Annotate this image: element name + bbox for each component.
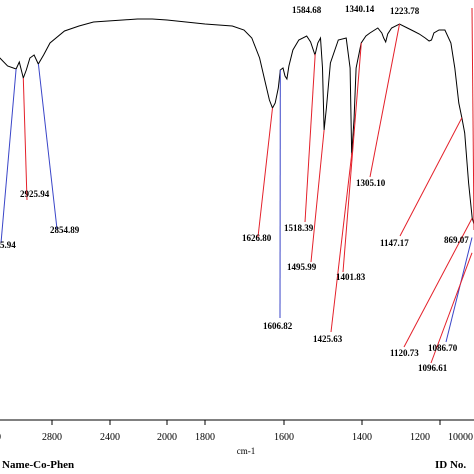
peak-marker-line <box>310 129 325 263</box>
peak-label: 869.07 <box>444 235 469 245</box>
x-tick-label: 1000 <box>448 432 468 443</box>
x-tick-label-edge-left: 0 <box>0 432 1 443</box>
x-tick-label: 1600 <box>274 432 294 443</box>
peak-label: 1495.99 <box>287 262 317 272</box>
peak-marker-line <box>304 53 316 223</box>
peak-marker-line <box>0 68 17 244</box>
peak-label: 1518.39 <box>284 223 314 233</box>
x-axis-unit-label: cm-1 <box>237 446 256 456</box>
peak-marker-line <box>257 107 273 238</box>
x-tick-label: 1400 <box>352 432 372 443</box>
peak-labels: 1584.68 1340.14 1223.78 2925.94 2854.89 5.94 1… <box>0 4 469 373</box>
x-tick-label: 1200 <box>410 432 430 443</box>
peak-marker-line <box>37 63 58 230</box>
x-tick-label: 2800 <box>42 432 62 443</box>
sample-id: ID No. <box>435 459 466 471</box>
peak-label: 1626.80 <box>242 233 272 243</box>
peak-lines <box>0 7 474 364</box>
x-tick-label: 1800 <box>195 432 215 443</box>
peak-label: 5.94 <box>0 240 16 250</box>
peak-label: 1584.68 <box>292 5 322 15</box>
axis-ticks <box>51 420 441 425</box>
peak-marker-line <box>403 218 473 348</box>
peak-label: 1305.10 <box>356 178 386 188</box>
x-tick-label-edge-right: 0 <box>468 432 473 443</box>
axis-tick-labels: 2800240020001800160014001200100000 <box>0 432 473 443</box>
spectrum-line <box>0 18 474 226</box>
peak-label: 1401.83 <box>336 272 366 282</box>
sample-name: Name-Co-Phen <box>2 459 74 471</box>
peak-label: 1340.14 <box>345 4 375 14</box>
peak-label: 1096.61 <box>418 363 448 373</box>
peak-marker-line <box>399 117 463 237</box>
peak-marker-line <box>445 237 473 343</box>
peak-marker-line <box>22 77 28 201</box>
peak-label: 1120.73 <box>390 348 419 358</box>
x-tick-label: 2400 <box>100 432 120 443</box>
peak-marker-line <box>369 23 400 178</box>
peak-marker-line <box>330 152 353 333</box>
peak-marker-line <box>430 252 473 364</box>
peak-label: 1606.82 <box>263 321 293 331</box>
peak-label: 1086.70 <box>428 343 458 353</box>
x-tick-label: 2000 <box>157 432 177 443</box>
peak-label: 1425.63 <box>313 334 343 344</box>
peak-label: 2925.94 <box>20 189 50 199</box>
peak-label: 2854.89 <box>50 225 80 235</box>
peak-marker-line <box>342 42 362 273</box>
peak-label: 1147.17 <box>380 238 409 248</box>
peak-label: 1223.78 <box>390 6 420 16</box>
